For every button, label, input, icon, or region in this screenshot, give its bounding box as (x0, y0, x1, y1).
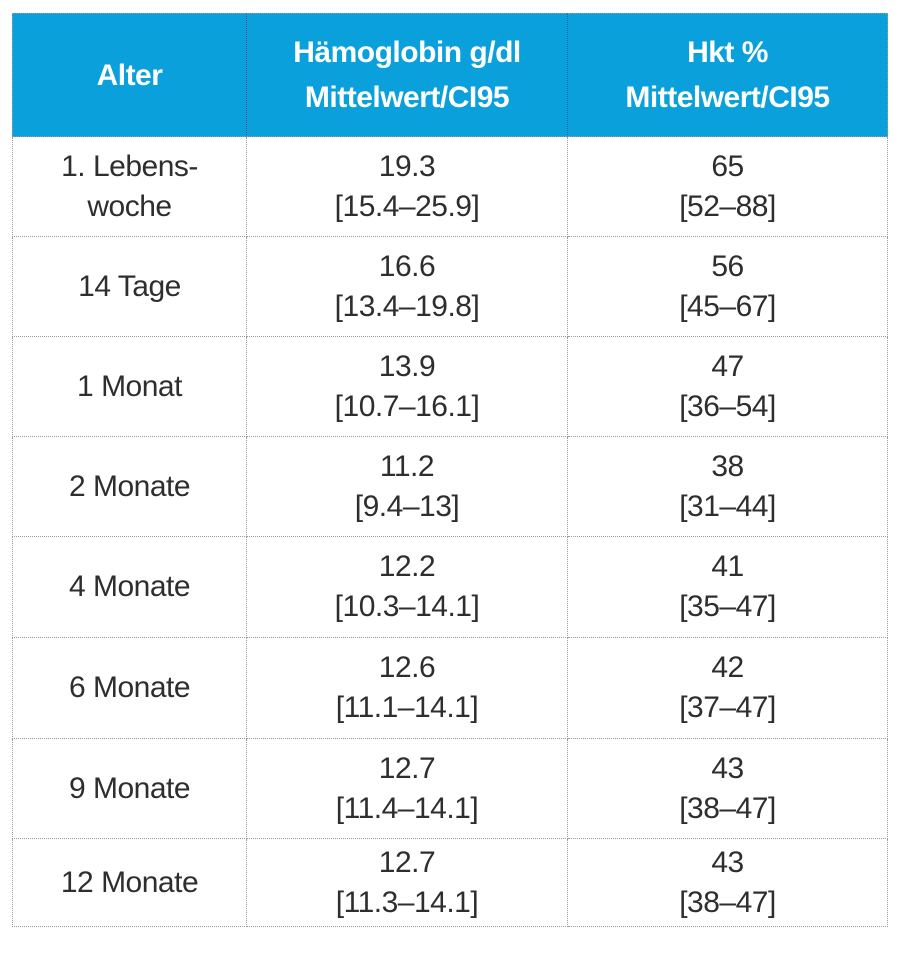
hb-mean: 19.3 (378, 149, 436, 183)
header-haemoglobin: Hämoglobin g/dl Mittelwert/CI95 (247, 13, 568, 137)
header-haemoglobin-line2: Mittelwert/CI95 (304, 81, 510, 114)
hkt-ci: [38–47] (679, 791, 776, 825)
hb-cell: 11.2 [9.4–13] (247, 437, 568, 537)
hb-mean: 11.2 (379, 449, 435, 483)
hb-ci: [10.3–14.1] (334, 590, 480, 623)
hkt-cell: 56 [45–67] (568, 237, 888, 337)
hb-cell: 12.7 [11.3–14.1] (247, 839, 568, 927)
age-cell: 12 Monate (12, 839, 247, 927)
hkt-ci: [38–47] (679, 885, 776, 919)
age-label: 9 Monate (68, 771, 191, 805)
age-label: 1 Monat (77, 369, 182, 403)
age-label: 2 Monate (68, 469, 191, 503)
hb-ci: [10.7–16.1] (334, 389, 480, 423)
header-alter: Alter (12, 13, 247, 137)
hkt-mean: 42 (711, 651, 744, 685)
hkt-ci: [31–44] (679, 489, 776, 523)
age-cell: 9 Monate (12, 739, 247, 839)
hkt-ci: [52–88] (679, 189, 776, 223)
hkt-cell: 47 [36–54] (568, 337, 888, 437)
hb-cell: 12.2 [10.3–14.1] (247, 537, 568, 638)
header-alter-label: Alter (96, 58, 163, 92)
hkt-ci: [36–54] (679, 389, 776, 423)
hkt-cell: 38 [31–44] (568, 437, 888, 537)
age-cell: 2 Monate (12, 437, 247, 537)
hkt-ci: [45–67] (679, 289, 776, 323)
hkt-cell: 41 [35–47] (568, 537, 888, 638)
hb-ci: [15.4–25.9] (334, 189, 480, 223)
header-haemoglobin-line1: Hämoglobin g/dl (293, 36, 521, 69)
header-hkt: Hkt % Mittelwert/CI95 (568, 13, 888, 137)
hb-ci: [11.3–14.1] (335, 885, 479, 919)
hkt-mean: 41 (711, 550, 744, 584)
hkt-mean: 43 (711, 751, 744, 785)
hkt-cell: 65 [52–88] (568, 137, 888, 237)
hkt-ci: [37–47] (679, 691, 776, 724)
age-cell: 1 Monat (12, 337, 247, 437)
hkt-mean: 47 (711, 349, 744, 383)
hb-cell: 12.6 [11.1–14.1] (247, 638, 568, 739)
hb-mean: 12.7 (378, 751, 436, 785)
hb-mean: 12.6 (378, 651, 436, 685)
hkt-mean: 65 (711, 149, 744, 183)
hb-ci: [13.4–19.8] (334, 289, 480, 323)
hb-ci: [11.1–14.1] (335, 691, 479, 724)
header-hkt-line2: Mittelwert/CI95 (625, 81, 830, 114)
hb-cell: 13.9 [10.7–16.1] (247, 337, 568, 437)
age-cell: 14 Tage (12, 237, 247, 337)
hb-cell: 12.7 [11.4–14.1] (247, 739, 568, 839)
age-label: 1. Lebens- woche (61, 149, 198, 223)
hkt-mean: 43 (711, 845, 744, 879)
hkt-mean: 38 (711, 449, 744, 483)
age-cell: 4 Monate (12, 537, 247, 638)
age-cell: 6 Monate (12, 638, 247, 739)
hb-cell: 19.3 [15.4–25.9] (247, 137, 568, 237)
hkt-cell: 43 [38–47] (568, 739, 888, 839)
age-label: 6 Monate (68, 671, 191, 705)
hb-mean: 12.7 (378, 845, 436, 879)
header-hkt-line1: Hkt % (687, 36, 768, 69)
hkt-ci: [35–47] (679, 590, 776, 623)
hb-ci: [9.4–13] (354, 489, 460, 523)
hb-mean: 12.2 (378, 550, 436, 584)
hkt-mean: 56 (711, 249, 744, 283)
hb-ci: [11.4–14.1] (335, 791, 479, 825)
hkt-cell: 43 [38–47] (568, 839, 888, 927)
hb-mean: 13.9 (378, 349, 436, 383)
age-label: 12 Monate (60, 865, 199, 899)
hb-cell: 16.6 [13.4–19.8] (247, 237, 568, 337)
age-label: 14 Tage (78, 269, 181, 303)
age-cell: 1. Lebens- woche (12, 137, 247, 237)
age-label: 4 Monate (68, 570, 191, 604)
reference-table: Alter Hämoglobin g/dl Mittelwert/CI95 Hk… (12, 13, 888, 927)
hkt-cell: 42 [37–47] (568, 638, 888, 739)
hb-mean: 16.6 (378, 249, 436, 283)
